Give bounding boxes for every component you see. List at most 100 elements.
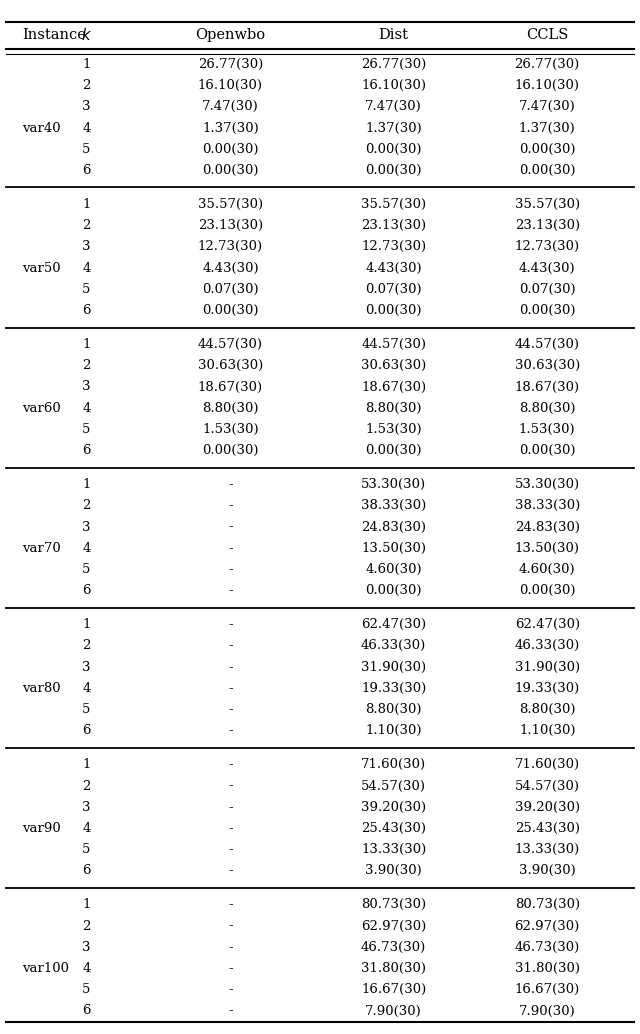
Text: 8.80(30): 8.80(30)	[365, 703, 422, 717]
Text: -: -	[228, 899, 233, 911]
Text: 1.53(30): 1.53(30)	[365, 423, 422, 436]
Text: var100: var100	[22, 962, 69, 975]
Text: 18.67(30): 18.67(30)	[361, 381, 426, 394]
Text: 4.60(30): 4.60(30)	[519, 564, 575, 576]
Text: 30.63(30): 30.63(30)	[361, 359, 426, 372]
Text: 13.50(30): 13.50(30)	[361, 542, 426, 555]
Text: 6: 6	[82, 304, 91, 317]
Text: 0.00(30): 0.00(30)	[365, 164, 422, 177]
Text: 0.00(30): 0.00(30)	[519, 164, 575, 177]
Text: 4: 4	[82, 542, 91, 555]
Text: 5: 5	[82, 843, 91, 856]
Text: 5: 5	[82, 143, 91, 156]
Text: 12.73(30): 12.73(30)	[198, 241, 263, 253]
Text: -: -	[228, 941, 233, 953]
Text: 16.67(30): 16.67(30)	[361, 983, 426, 996]
Text: 26.77(30): 26.77(30)	[361, 58, 426, 71]
Text: var40: var40	[22, 122, 61, 134]
Text: -: -	[228, 639, 233, 652]
Text: 23.13(30): 23.13(30)	[361, 219, 426, 233]
Text: 24.83(30): 24.83(30)	[515, 520, 580, 534]
Text: 1: 1	[82, 197, 91, 211]
Text: 1.10(30): 1.10(30)	[365, 725, 422, 737]
Text: -: -	[228, 584, 233, 598]
Text: 25.43(30): 25.43(30)	[515, 822, 580, 834]
Text: -: -	[228, 822, 233, 834]
Text: 0.00(30): 0.00(30)	[202, 164, 259, 177]
Text: 12.73(30): 12.73(30)	[361, 241, 426, 253]
Text: 1.37(30): 1.37(30)	[519, 122, 575, 134]
Text: 5: 5	[82, 283, 91, 296]
Text: 44.57(30): 44.57(30)	[361, 338, 426, 351]
Text: 1: 1	[82, 478, 91, 491]
Text: 6: 6	[82, 1004, 91, 1017]
Text: 7.47(30): 7.47(30)	[365, 100, 422, 114]
Text: var50: var50	[22, 262, 61, 275]
Text: 0.00(30): 0.00(30)	[202, 304, 259, 317]
Text: 6: 6	[82, 164, 91, 177]
Text: var60: var60	[22, 402, 61, 415]
Text: 8.80(30): 8.80(30)	[202, 402, 259, 415]
Text: 0.00(30): 0.00(30)	[365, 304, 422, 317]
Text: 4.60(30): 4.60(30)	[365, 564, 422, 576]
Text: Openwbo: Openwbo	[195, 28, 266, 42]
Text: 25.43(30): 25.43(30)	[361, 822, 426, 834]
Text: 8.80(30): 8.80(30)	[519, 703, 575, 717]
Text: 19.33(30): 19.33(30)	[361, 681, 426, 695]
Text: 46.73(30): 46.73(30)	[361, 941, 426, 953]
Text: 0.07(30): 0.07(30)	[202, 283, 259, 296]
Text: 44.57(30): 44.57(30)	[198, 338, 263, 351]
Text: 38.33(30): 38.33(30)	[515, 499, 580, 512]
Text: -: -	[228, 542, 233, 555]
Text: 1: 1	[82, 338, 91, 351]
Text: 8.80(30): 8.80(30)	[519, 402, 575, 415]
Text: 16.10(30): 16.10(30)	[515, 80, 580, 92]
Text: $k$: $k$	[81, 27, 92, 43]
Text: -: -	[228, 725, 233, 737]
Text: 4: 4	[82, 402, 91, 415]
Text: -: -	[228, 703, 233, 717]
Text: var70: var70	[22, 542, 61, 555]
Text: 13.33(30): 13.33(30)	[515, 843, 580, 856]
Text: 2: 2	[82, 359, 91, 372]
Text: 1.53(30): 1.53(30)	[519, 423, 575, 436]
Text: -: -	[228, 983, 233, 996]
Text: 46.73(30): 46.73(30)	[515, 941, 580, 953]
Text: 3: 3	[82, 100, 91, 114]
Text: 71.60(30): 71.60(30)	[361, 758, 426, 771]
Text: 4: 4	[82, 822, 91, 834]
Text: 4: 4	[82, 962, 91, 975]
Text: 1: 1	[82, 618, 91, 631]
Text: 0.00(30): 0.00(30)	[519, 584, 575, 598]
Text: 0.00(30): 0.00(30)	[365, 584, 422, 598]
Text: 13.50(30): 13.50(30)	[515, 542, 580, 555]
Text: 0.00(30): 0.00(30)	[202, 445, 259, 457]
Text: 2: 2	[82, 499, 91, 512]
Text: 0.00(30): 0.00(30)	[519, 304, 575, 317]
Text: 4: 4	[82, 681, 91, 695]
Text: -: -	[228, 919, 233, 933]
Text: 19.33(30): 19.33(30)	[515, 681, 580, 695]
Text: 7.90(30): 7.90(30)	[519, 1004, 575, 1017]
Text: 0.00(30): 0.00(30)	[519, 143, 575, 156]
Text: 35.57(30): 35.57(30)	[198, 197, 263, 211]
Text: 4: 4	[82, 262, 91, 275]
Text: -: -	[228, 843, 233, 856]
Text: 3.90(30): 3.90(30)	[365, 864, 422, 878]
Text: 3: 3	[82, 520, 91, 534]
Text: 7.47(30): 7.47(30)	[519, 100, 575, 114]
Text: 0.07(30): 0.07(30)	[365, 283, 422, 296]
Text: -: -	[228, 758, 233, 771]
Text: -: -	[228, 520, 233, 534]
Text: -: -	[228, 800, 233, 814]
Text: 1: 1	[82, 58, 91, 71]
Text: 62.47(30): 62.47(30)	[515, 618, 580, 631]
Text: 16.10(30): 16.10(30)	[198, 80, 263, 92]
Text: 53.30(30): 53.30(30)	[361, 478, 426, 491]
Text: 46.33(30): 46.33(30)	[361, 639, 426, 652]
Text: -: -	[228, 661, 233, 673]
Text: 18.67(30): 18.67(30)	[198, 381, 263, 394]
Text: 53.30(30): 53.30(30)	[515, 478, 580, 491]
Text: 54.57(30): 54.57(30)	[515, 780, 580, 792]
Text: 16.10(30): 16.10(30)	[361, 80, 426, 92]
